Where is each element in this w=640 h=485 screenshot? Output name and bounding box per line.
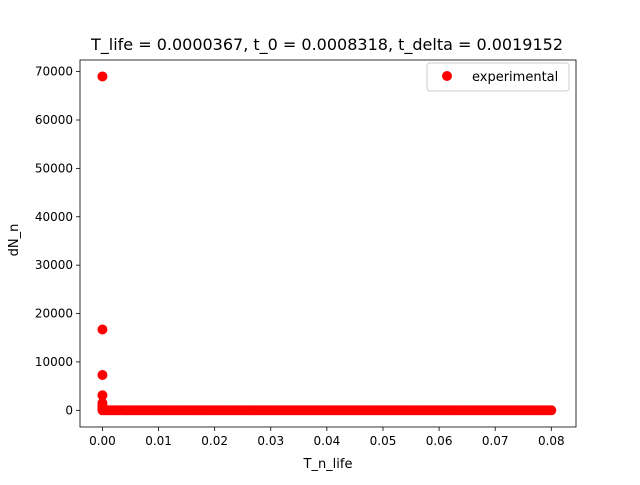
legend-label: experimental <box>472 70 558 85</box>
y-tick-label: 70000 <box>35 65 73 79</box>
y-tick-label: 60000 <box>35 113 73 127</box>
data-point <box>97 324 108 335</box>
data-point <box>97 369 108 380</box>
x-tick-label: 0.07 <box>482 434 509 448</box>
y-tick-label: 20000 <box>35 307 73 321</box>
y-tick-label: 30000 <box>35 258 73 272</box>
y-tick-label: 10000 <box>35 355 73 369</box>
data-point <box>97 404 108 415</box>
data-point <box>546 405 557 416</box>
data-point <box>97 71 108 82</box>
y-tick-label: 50000 <box>35 161 73 175</box>
y-tick-label: 0 <box>65 403 73 417</box>
x-tick-label: 0.00 <box>89 434 116 448</box>
x-tick-label: 0.02 <box>201 434 228 448</box>
data-point <box>97 390 108 401</box>
axes: 0.00 0.01 0.02 0.03 0.04 0.05 0.06 0.07 0.08 0 100… <box>35 59 577 448</box>
x-tick-label: 0.03 <box>257 434 284 448</box>
x-tick-label: 0.08 <box>538 434 565 448</box>
x-tick-label: 0.05 <box>370 434 397 448</box>
legend: experimental <box>426 62 570 92</box>
chart-title: T_life = 0.0000367, t_0 = 0.0008318, t_d… <box>90 35 563 55</box>
legend-marker <box>442 71 452 81</box>
y-axis-label: dN_n <box>7 224 22 257</box>
plot-area <box>97 71 557 416</box>
x-tick-label: 0.04 <box>314 434 341 448</box>
legend-box <box>426 62 570 92</box>
y-tick-label: 40000 <box>35 210 73 224</box>
axes-frame <box>79 59 577 428</box>
x-tick-label: 0.06 <box>426 434 453 448</box>
x-tick-label: 0.01 <box>145 434 172 448</box>
x-axis-label: T_n_life <box>303 457 353 472</box>
